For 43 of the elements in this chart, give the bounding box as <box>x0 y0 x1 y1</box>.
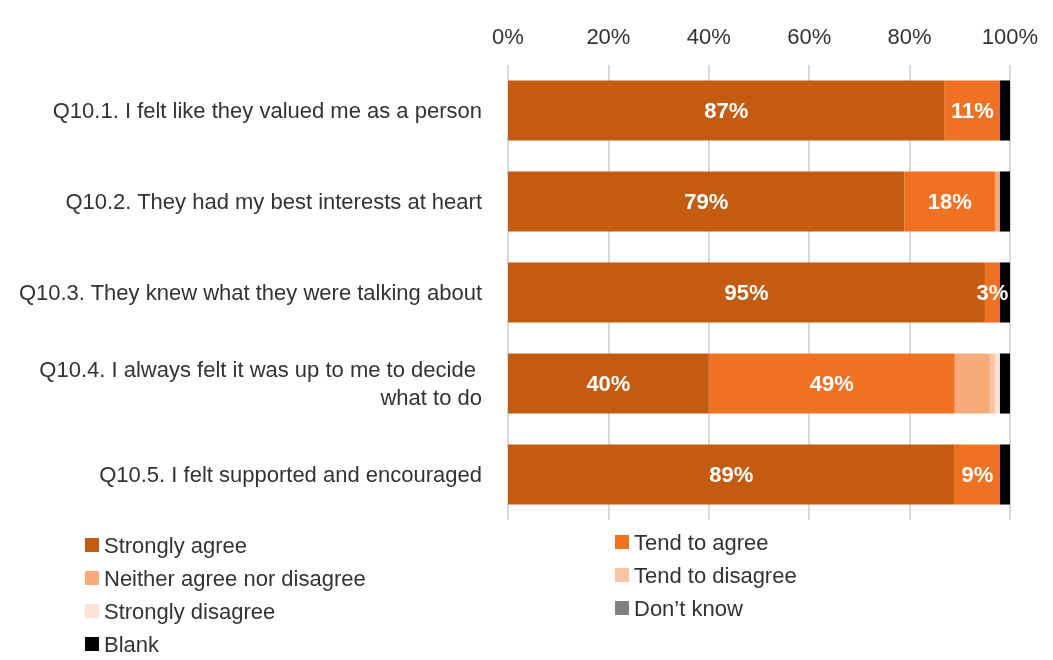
bar <box>508 444 955 505</box>
bar <box>999 171 1010 232</box>
bar <box>944 80 1000 141</box>
bar <box>508 171 905 232</box>
x-tick-label: 80% <box>887 23 932 49</box>
bar <box>999 353 1010 414</box>
bar <box>954 444 1000 505</box>
bar <box>708 353 955 414</box>
legend-label: Tend to disagree <box>634 562 797 588</box>
y-tick-label: Q10.1. I felt like they valued me as a person <box>52 98 482 123</box>
y-tick-label: Q10.5. I felt supported and encouraged <box>99 462 482 487</box>
bar <box>994 171 1000 232</box>
legend-label: Strongly disagree <box>104 598 276 624</box>
x-tick-label: 0% <box>492 23 524 49</box>
bar <box>508 80 945 141</box>
data-label: 40% <box>586 371 631 396</box>
data-label: 18% <box>927 189 972 214</box>
data-label: 49% <box>809 371 854 396</box>
bar <box>904 171 995 232</box>
data-label: 11% <box>950 98 994 123</box>
y-tick-label: Q10.4. I always felt it was up to me to decide what to do <box>39 357 482 410</box>
x-tick-label: 40% <box>686 23 731 49</box>
data-label: 95% <box>724 280 769 305</box>
y-tick-label: Q10.2. They had my best interests at heart <box>65 189 482 214</box>
y-tick-label: Q10.3. They knew what they were talking about <box>18 280 482 305</box>
legend-label: Don’t know <box>634 595 743 621</box>
data-label: 9% <box>961 462 994 487</box>
legend-label: Blank <box>104 631 161 657</box>
legend-label: Strongly agree <box>104 532 248 558</box>
legend-label: Neither agree nor disagree <box>104 565 366 591</box>
legend-label: Tend to agree <box>634 529 769 555</box>
data-label: 79% <box>684 189 729 214</box>
data-label: 87% <box>704 98 749 123</box>
x-tick-label: 60% <box>787 23 832 49</box>
bar <box>508 353 709 414</box>
bar <box>994 353 1000 414</box>
bar <box>954 353 990 414</box>
bar <box>999 80 1010 141</box>
x-tick-label: 100% <box>981 23 1039 49</box>
data-label: 89% <box>709 462 754 487</box>
x-tick-label: 20% <box>586 23 631 49</box>
bar <box>989 353 995 414</box>
bar <box>999 444 1010 505</box>
